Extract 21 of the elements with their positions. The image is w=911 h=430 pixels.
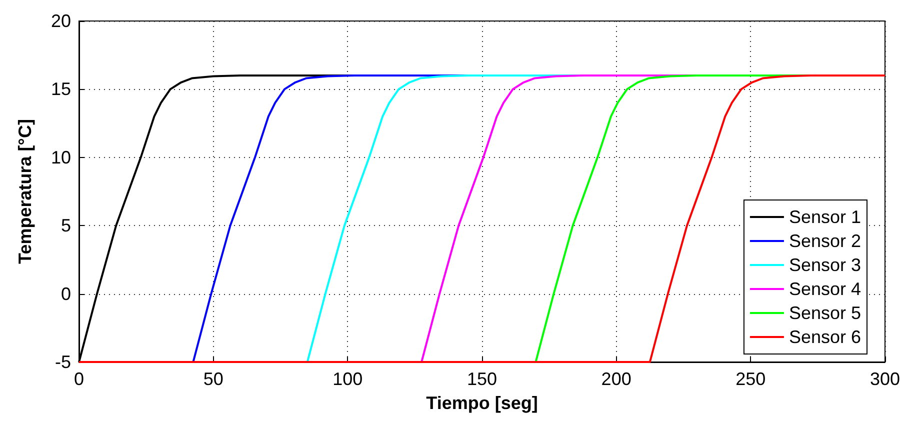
x-tick-label: 200 xyxy=(601,369,632,389)
legend-label: Sensor 1 xyxy=(788,207,862,227)
x-axis-title: Tiempo [seg] xyxy=(426,393,538,413)
x-tick-label: 300 xyxy=(870,369,900,389)
x-tick-label: 150 xyxy=(466,369,498,389)
y-tick-label: 0 xyxy=(60,284,71,304)
y-tick-label: -5 xyxy=(54,352,71,372)
legend-label: Sensor 6 xyxy=(788,327,862,347)
legend-label: Sensor 2 xyxy=(788,231,862,251)
x-tick-label: 0 xyxy=(74,369,84,389)
legend-label: Sensor 3 xyxy=(788,255,862,275)
y-tick-label: 15 xyxy=(50,79,71,100)
legend-label: Sensor 4 xyxy=(788,279,862,299)
y-tick-label: 5 xyxy=(60,216,71,236)
legend-label: Sensor 5 xyxy=(788,303,862,323)
y-axis-title: Temperatura [°C] xyxy=(15,119,35,264)
y-tick-label: 10 xyxy=(50,147,71,168)
x-tick-label: 100 xyxy=(332,369,363,389)
y-tick-label: 20 xyxy=(50,11,71,31)
x-tick-label: 250 xyxy=(736,369,766,389)
x-tick-label: 50 xyxy=(203,369,224,389)
